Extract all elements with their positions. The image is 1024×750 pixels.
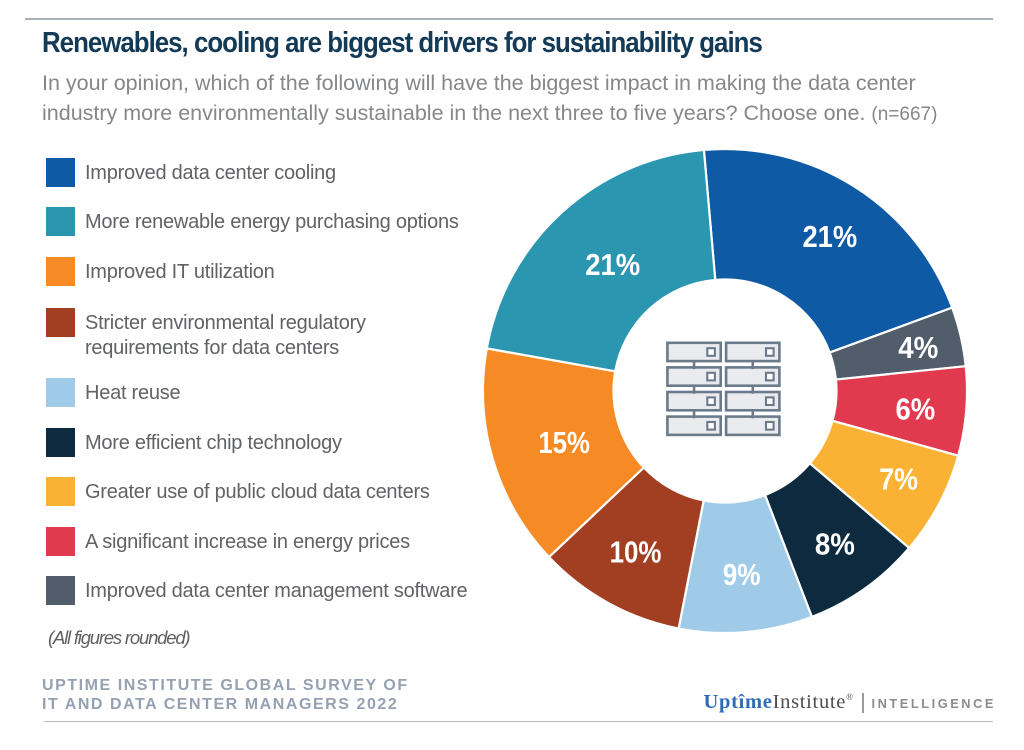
svg-text:15%: 15% bbox=[539, 425, 591, 460]
svg-text:8%: 8% bbox=[815, 528, 855, 562]
svg-text:7%: 7% bbox=[880, 463, 919, 497]
svg-text:21%: 21% bbox=[803, 221, 858, 255]
svg-text:10%: 10% bbox=[610, 534, 662, 568]
svg-text:4%: 4% bbox=[899, 332, 939, 365]
svg-text:6%: 6% bbox=[896, 393, 936, 427]
svg-text:21%: 21% bbox=[586, 249, 641, 283]
svg-text:9%: 9% bbox=[723, 558, 761, 592]
